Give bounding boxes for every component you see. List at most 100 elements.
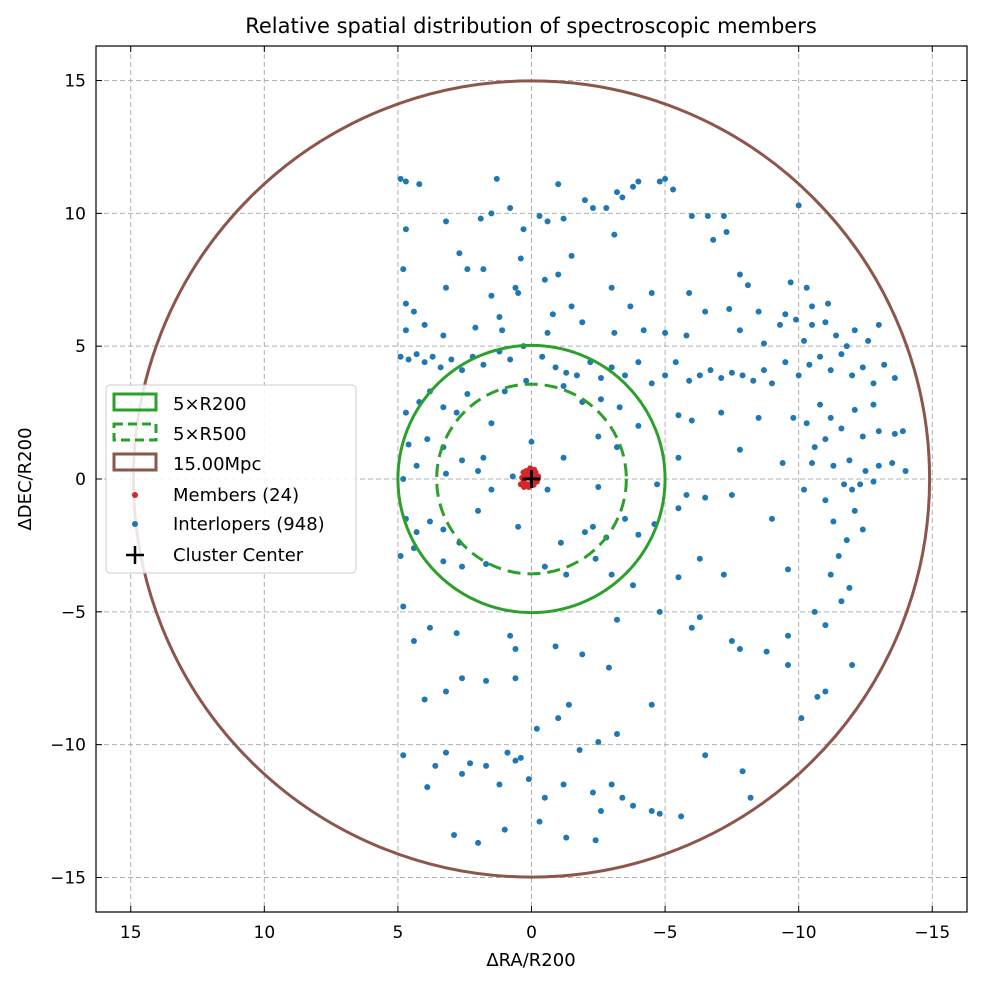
interloper-point [443, 749, 450, 756]
interloper-point [619, 194, 626, 201]
interloper-point [613, 731, 620, 738]
interloper-point [838, 351, 845, 358]
interloper-point [581, 197, 588, 204]
interloper-point [472, 324, 479, 331]
interloper-point [475, 468, 482, 475]
legend-box [105, 384, 357, 574]
interloper-point [827, 414, 834, 421]
interloper-point [648, 808, 655, 815]
y-tick-label: 0 [75, 470, 86, 490]
interloper-point [440, 404, 447, 411]
interloper-point [402, 327, 409, 334]
interloper-point [870, 401, 877, 408]
interloper-point [870, 478, 877, 485]
member-point [520, 469, 527, 476]
interloper-point [851, 406, 858, 413]
interloper-point [648, 380, 655, 387]
interloper-point [400, 266, 407, 273]
interloper-point [557, 539, 564, 546]
interloper-point [809, 303, 816, 310]
interloper-point [437, 364, 444, 371]
legend-swatch-r200 [112, 392, 158, 412]
interloper-point [809, 321, 816, 328]
interloper-point [723, 228, 730, 235]
interloper-point [402, 226, 409, 233]
interloper-point [776, 321, 783, 328]
interloper-point [825, 300, 832, 307]
interloper-point [670, 186, 677, 193]
interloper-point [464, 266, 471, 273]
interloper-point [400, 476, 407, 482]
interloper-point [760, 367, 767, 374]
y-tick-label: −5 [61, 603, 86, 623]
interloper-point [421, 359, 428, 366]
interloper-point [541, 276, 548, 283]
interloper-point [784, 566, 791, 573]
interloper-point [822, 436, 829, 443]
circle-5r500 [435, 382, 628, 576]
interloper-point [696, 555, 703, 562]
interloper-point [630, 582, 637, 589]
interloper-point [822, 622, 829, 629]
interloper-point [784, 632, 791, 639]
interloper-point [728, 638, 735, 645]
interloper-point [603, 205, 610, 212]
interloper-point [402, 178, 409, 185]
interloper-point [563, 571, 570, 578]
legend-swatch-r500 [112, 422, 158, 442]
interloper-point [480, 454, 487, 461]
legend-label-r500: 5×R500 [173, 424, 246, 445]
interloper-point [501, 826, 508, 833]
interloper-point [891, 430, 898, 437]
interloper-point [793, 316, 800, 323]
y-tick-label: −15 [50, 868, 86, 888]
legend-marker-center [126, 546, 144, 564]
interloper-point [833, 332, 840, 339]
legend-marker-members [132, 492, 138, 498]
interloper-point [459, 457, 466, 464]
interloper-point [611, 231, 618, 238]
interloper-point [662, 329, 669, 336]
interloper-point [483, 677, 490, 684]
interloper-point [798, 715, 805, 722]
interloper-point [822, 497, 829, 504]
interloper-point [736, 446, 743, 453]
interloper-point [432, 762, 439, 769]
interloper-point [496, 781, 503, 788]
interloper-point [702, 308, 709, 315]
interloper-point [803, 284, 810, 291]
interloper-point [597, 808, 604, 815]
interloper-point [523, 377, 530, 384]
x-tick-label: 15 [120, 923, 142, 943]
interloper-point [541, 563, 548, 570]
cluster-center-marker [522, 470, 541, 488]
interloper-point [560, 215, 567, 222]
interloper-point [838, 425, 845, 432]
interloper-point [688, 213, 695, 220]
interloper-point [784, 661, 791, 668]
interloper-point [830, 462, 837, 469]
interloper-point [782, 359, 789, 366]
interloper-point [859, 526, 866, 533]
interloper-point [397, 353, 404, 360]
interloper-point [763, 648, 770, 655]
interloper-point [493, 175, 500, 182]
interloper-point [426, 624, 433, 631]
interloper-point [525, 776, 532, 783]
interloper-point [728, 369, 735, 376]
interloper-point [630, 183, 637, 190]
interloper-point [683, 491, 690, 498]
interloper-point [849, 661, 856, 668]
interloper-point [851, 507, 858, 514]
interloper-point [635, 422, 642, 429]
interloper-point [589, 205, 596, 212]
chart-title: Relative spatial distribution of spectro… [245, 14, 817, 38]
legend-marker-interlopers [132, 521, 138, 527]
interloper-point [459, 770, 466, 777]
interloper-point [672, 359, 679, 366]
interloper-point [512, 675, 519, 682]
interloper-point [413, 529, 420, 536]
interloper-point [515, 290, 522, 297]
interloper-point [443, 218, 450, 225]
x-tick-label: 0 [526, 923, 537, 943]
